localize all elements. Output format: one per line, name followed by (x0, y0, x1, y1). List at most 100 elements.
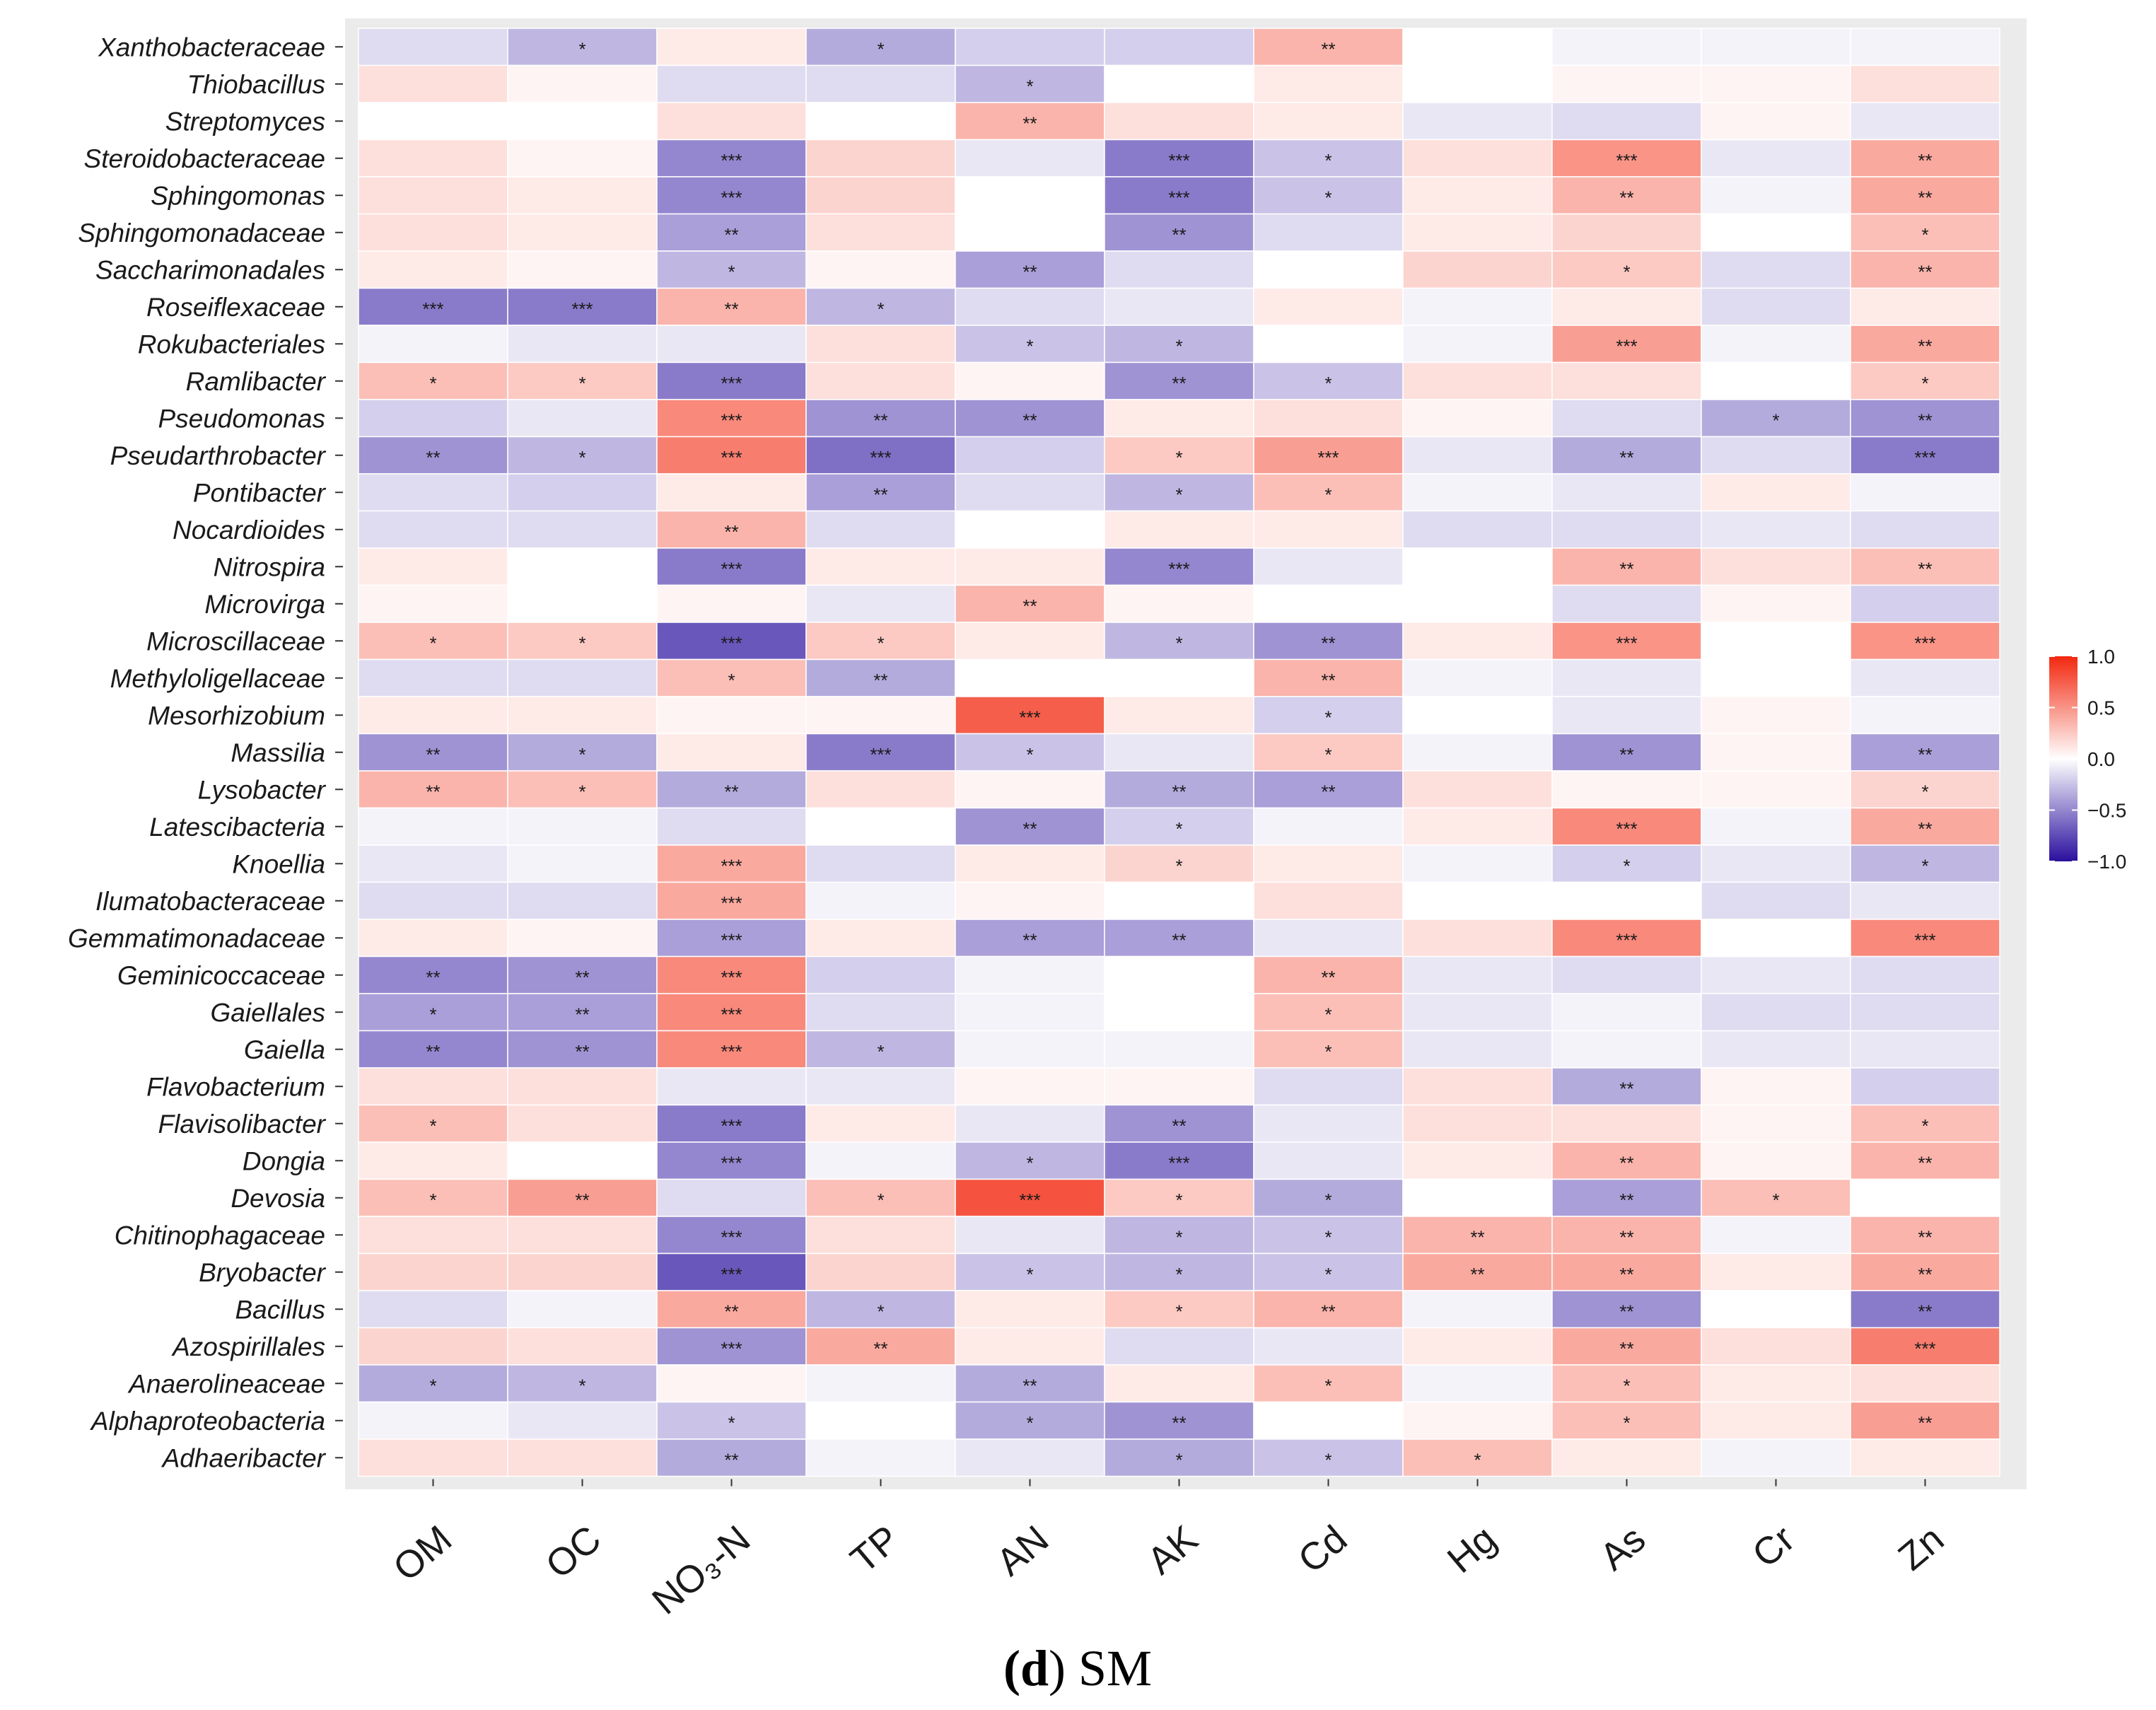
heatmap-cell (1104, 770, 1254, 809)
heatmap-cell (955, 1104, 1105, 1143)
heatmap-cell (358, 993, 508, 1032)
column-label: AK (1139, 1518, 1206, 1583)
row-label: Anaerolineaceae (127, 1369, 325, 1398)
significance-mark: * (1175, 335, 1182, 356)
significance-mark: ** (575, 967, 589, 988)
heatmap-cell (1104, 658, 1254, 697)
significance-mark: * (429, 1004, 436, 1025)
significance-mark: * (877, 1190, 884, 1211)
significance-mark: ** (1619, 1226, 1633, 1247)
heatmap-cell (955, 287, 1105, 326)
heatmap-cell (1701, 696, 1851, 735)
heatmap-cell (805, 250, 956, 289)
heatmap-cell (1253, 622, 1404, 661)
row-label: Xanthobacteraceae (98, 33, 325, 62)
significance-mark: ** (873, 484, 887, 505)
heatmap-cell (358, 807, 508, 846)
column-label: OC (538, 1518, 610, 1587)
significance-mark: *** (1616, 818, 1637, 839)
heatmap-cell (1104, 436, 1254, 475)
significance-mark: * (578, 38, 585, 59)
significance-mark: ** (1619, 1078, 1633, 1099)
significance-mark: ** (1022, 112, 1037, 134)
heatmap-cell (358, 361, 508, 400)
heatmap-cell (358, 102, 508, 141)
heatmap-cell (358, 176, 508, 215)
row-label: Mesorhizobium (148, 701, 325, 730)
heatmap-cell (656, 955, 807, 994)
significance-mark: * (1324, 706, 1332, 728)
heatmap-cell (1253, 1290, 1404, 1329)
heatmap-cell (1402, 436, 1553, 475)
heatmap-cell (805, 547, 956, 586)
heatmap-cell (656, 919, 807, 958)
significance-mark: * (1324, 373, 1332, 394)
heatmap-cell (1850, 436, 2000, 475)
heatmap-cell (358, 1290, 508, 1329)
heatmap-cell (805, 28, 956, 66)
significance-mark: *** (721, 1338, 742, 1359)
heatmap-cell (1104, 1104, 1254, 1143)
significance-mark: * (578, 447, 585, 468)
heatmap-cell (955, 28, 1105, 66)
colorbar-legend: 1.0 0.5 0.0 −0.5 −1.0 (2049, 646, 2126, 873)
row-label: Lysobacter (198, 775, 327, 804)
heatmap-cell (805, 473, 956, 512)
heatmap-cell (1402, 139, 1553, 178)
heatmap-cell (656, 1030, 807, 1069)
heatmap-cell (507, 28, 658, 66)
significance-mark: * (1921, 781, 1928, 802)
heatmap-cell (805, 881, 956, 920)
heatmap-cell (1850, 361, 2000, 400)
heatmap-cell (1850, 1364, 2000, 1403)
significance-mark: * (1623, 261, 1630, 282)
row-labels: Xanthobacteraceae Thiobacillus Streptomyce… (68, 33, 343, 1472)
row-label: Azospirillales (171, 1332, 325, 1361)
significance-mark: ** (1918, 261, 1932, 282)
column-label: Cd (1290, 1518, 1355, 1581)
significance-mark: * (1921, 855, 1928, 876)
heatmap-cell (805, 1364, 956, 1403)
heatmap-cell (1402, 64, 1553, 103)
row-label: Ramlibacter (186, 367, 327, 396)
heatmap-cell (1104, 622, 1254, 661)
heatmap-cell (1253, 1327, 1404, 1366)
significance-mark: ** (426, 447, 440, 468)
heatmap-cell (1850, 28, 2000, 66)
significance-mark: *** (721, 150, 742, 171)
heatmap-cell (1701, 1216, 1851, 1255)
significance-mark: ** (724, 1449, 738, 1470)
heatmap-cell (358, 139, 508, 178)
significance-mark: *** (1616, 335, 1637, 356)
heatmap-cell (1253, 584, 1404, 623)
heatmap-cell (1850, 993, 2000, 1032)
heatmap-cell (1104, 844, 1254, 883)
heatmap-cell (1253, 807, 1404, 846)
heatmap-cell (507, 547, 658, 586)
heatmap-cell (1551, 955, 1702, 994)
heatmap-cell (1402, 733, 1553, 772)
significance-mark: * (1921, 373, 1928, 394)
legend-tick-label: 1.0 (2087, 646, 2115, 668)
significance-mark: *** (721, 447, 742, 468)
heatmap-cell (1551, 881, 1702, 920)
heatmap-cell (955, 1030, 1105, 1069)
heatmap-cell (507, 658, 658, 697)
heatmap-cell (358, 510, 508, 549)
significance-mark: ** (575, 1004, 589, 1025)
heatmap-cell (1551, 547, 1702, 586)
figure-caption: (d) SM (1003, 1640, 1152, 1697)
heatmap-cell (1701, 1141, 1851, 1180)
significance-mark: *** (1168, 1152, 1189, 1173)
heatmap-cell (358, 1067, 508, 1106)
heatmap-cell (1402, 919, 1553, 958)
heatmap-cell (1253, 1067, 1404, 1106)
heatmap-cell (1551, 213, 1702, 252)
significance-mark: * (429, 1115, 436, 1136)
significance-mark: *** (1914, 1338, 1935, 1359)
heatmap-cell (358, 1401, 508, 1440)
significance-mark: *** (721, 187, 742, 208)
significance-mark: ** (1321, 38, 1335, 59)
heatmap-cell (507, 993, 658, 1032)
heatmap-cell (1104, 473, 1254, 512)
